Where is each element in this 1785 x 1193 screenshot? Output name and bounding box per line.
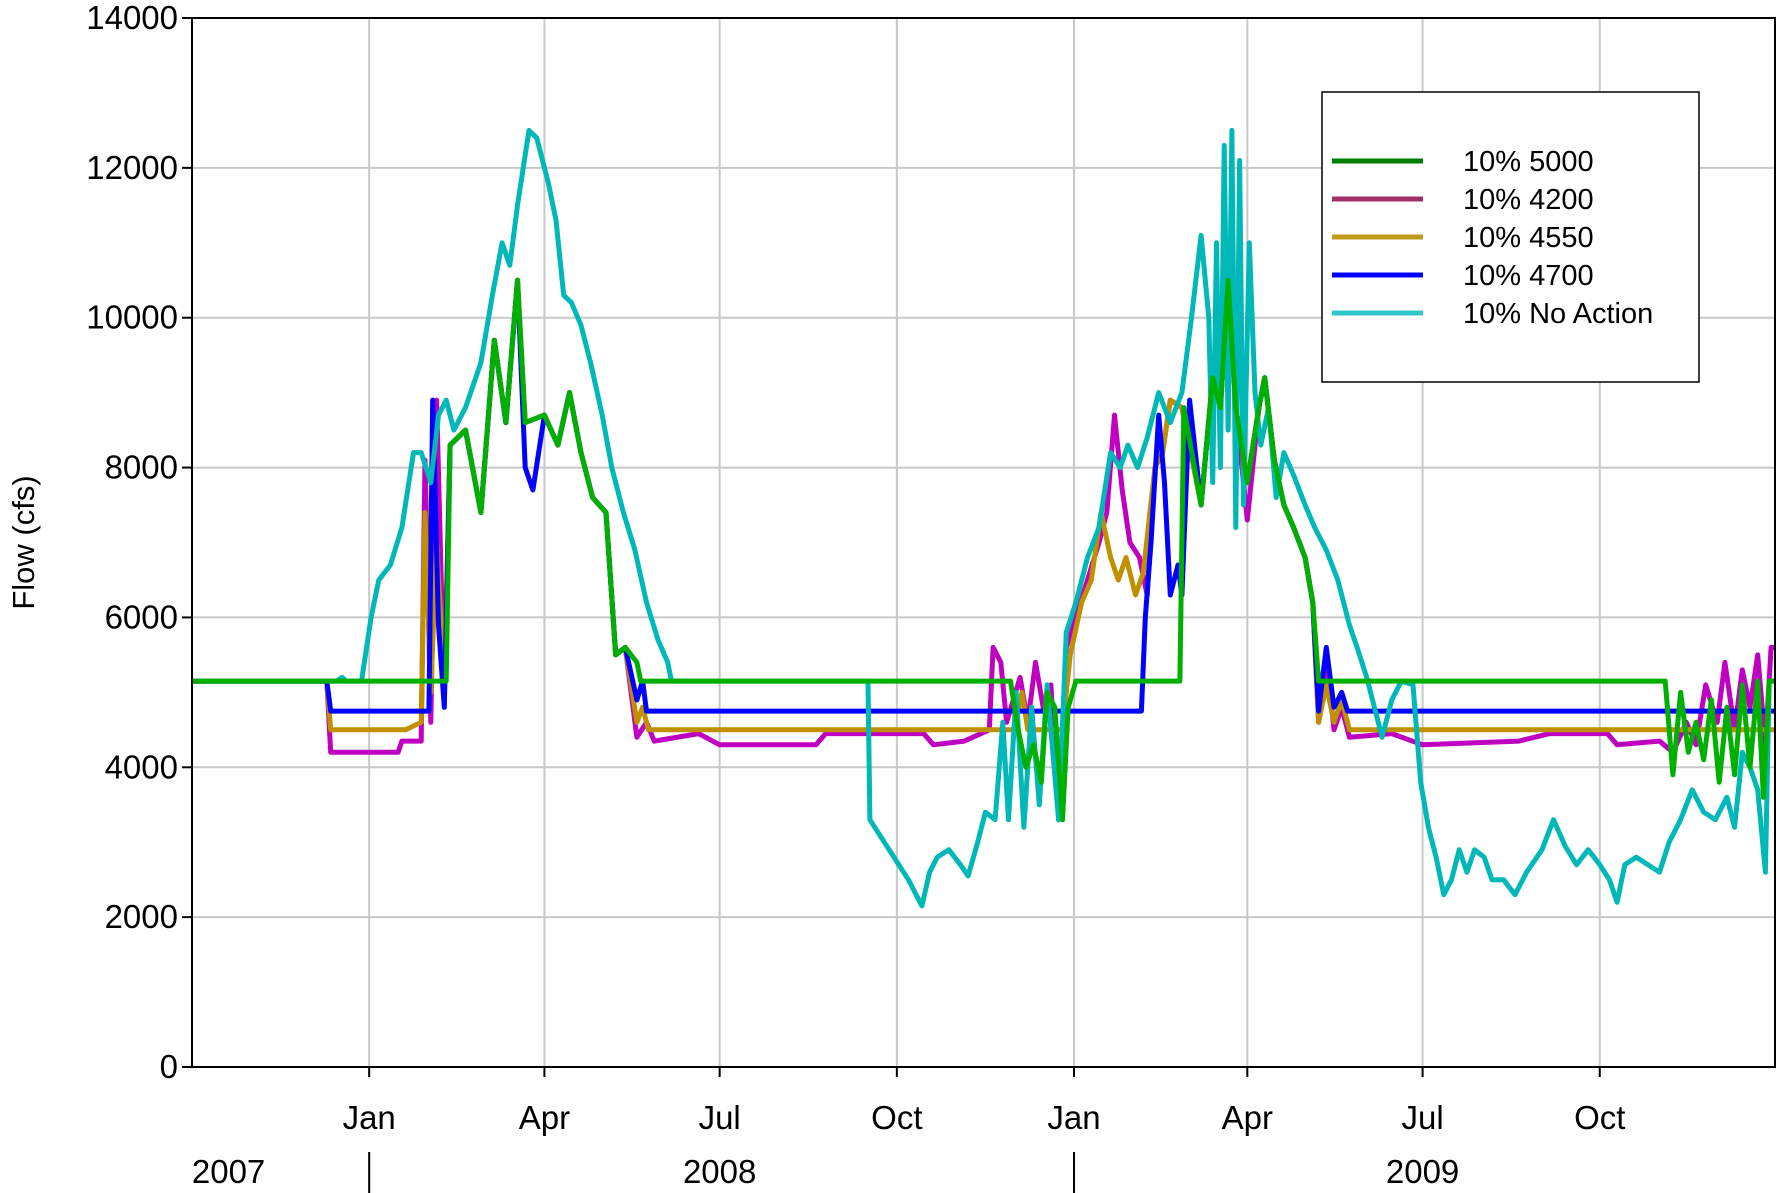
year-label: 2009 — [1386, 1153, 1459, 1190]
y-tick-label: 0 — [160, 1048, 178, 1085]
legend-label: 10% 4200 — [1463, 184, 1594, 216]
x-tick-label: Oct — [871, 1099, 922, 1136]
axes: 0 2000 4000 6000 8000 10000 12000 14000 Jan Apr Ju… — [86, 0, 1625, 1193]
legend-label: 10% No Action — [1463, 298, 1653, 330]
y-tick-label: 4000 — [105, 748, 178, 785]
legend-label: 10% 5000 — [1463, 146, 1594, 178]
series-line — [192, 277, 1775, 823]
legend: 10% 5000 10% 4200 10% 4550 10% 4700 10% No A… — [1321, 91, 1700, 383]
x-tick-label: Apr — [1222, 1099, 1273, 1136]
y-axis-label: Flow (cfs) — [6, 475, 41, 609]
y-tick-label: 12000 — [86, 149, 178, 186]
y-tick-label: 8000 — [105, 449, 178, 486]
series-line — [192, 127, 1775, 909]
y-tick-label: 2000 — [105, 898, 178, 935]
y-tick-label: 10000 — [86, 299, 178, 336]
x-tick-label: Jul — [699, 1099, 741, 1136]
legend-label: 10% 4550 — [1463, 222, 1594, 254]
y-tick-label: 6000 — [105, 598, 178, 635]
year-label: 2008 — [683, 1153, 756, 1190]
x-tick-label: Jul — [1401, 1099, 1443, 1136]
plot-frame — [191, 17, 1776, 1068]
y-tick-label: 14000 — [86, 0, 178, 36]
x-tick-label: Apr — [519, 1099, 570, 1136]
x-tick-label: Jan — [1047, 1099, 1100, 1136]
x-tick-label: Oct — [1574, 1099, 1625, 1136]
x-tick-label: Jan — [343, 1099, 396, 1136]
legend-label: 10% 4700 — [1463, 260, 1594, 292]
year-label: 2007 — [192, 1153, 265, 1190]
grid-lines — [192, 17, 1775, 1067]
series-lines — [192, 127, 1775, 909]
